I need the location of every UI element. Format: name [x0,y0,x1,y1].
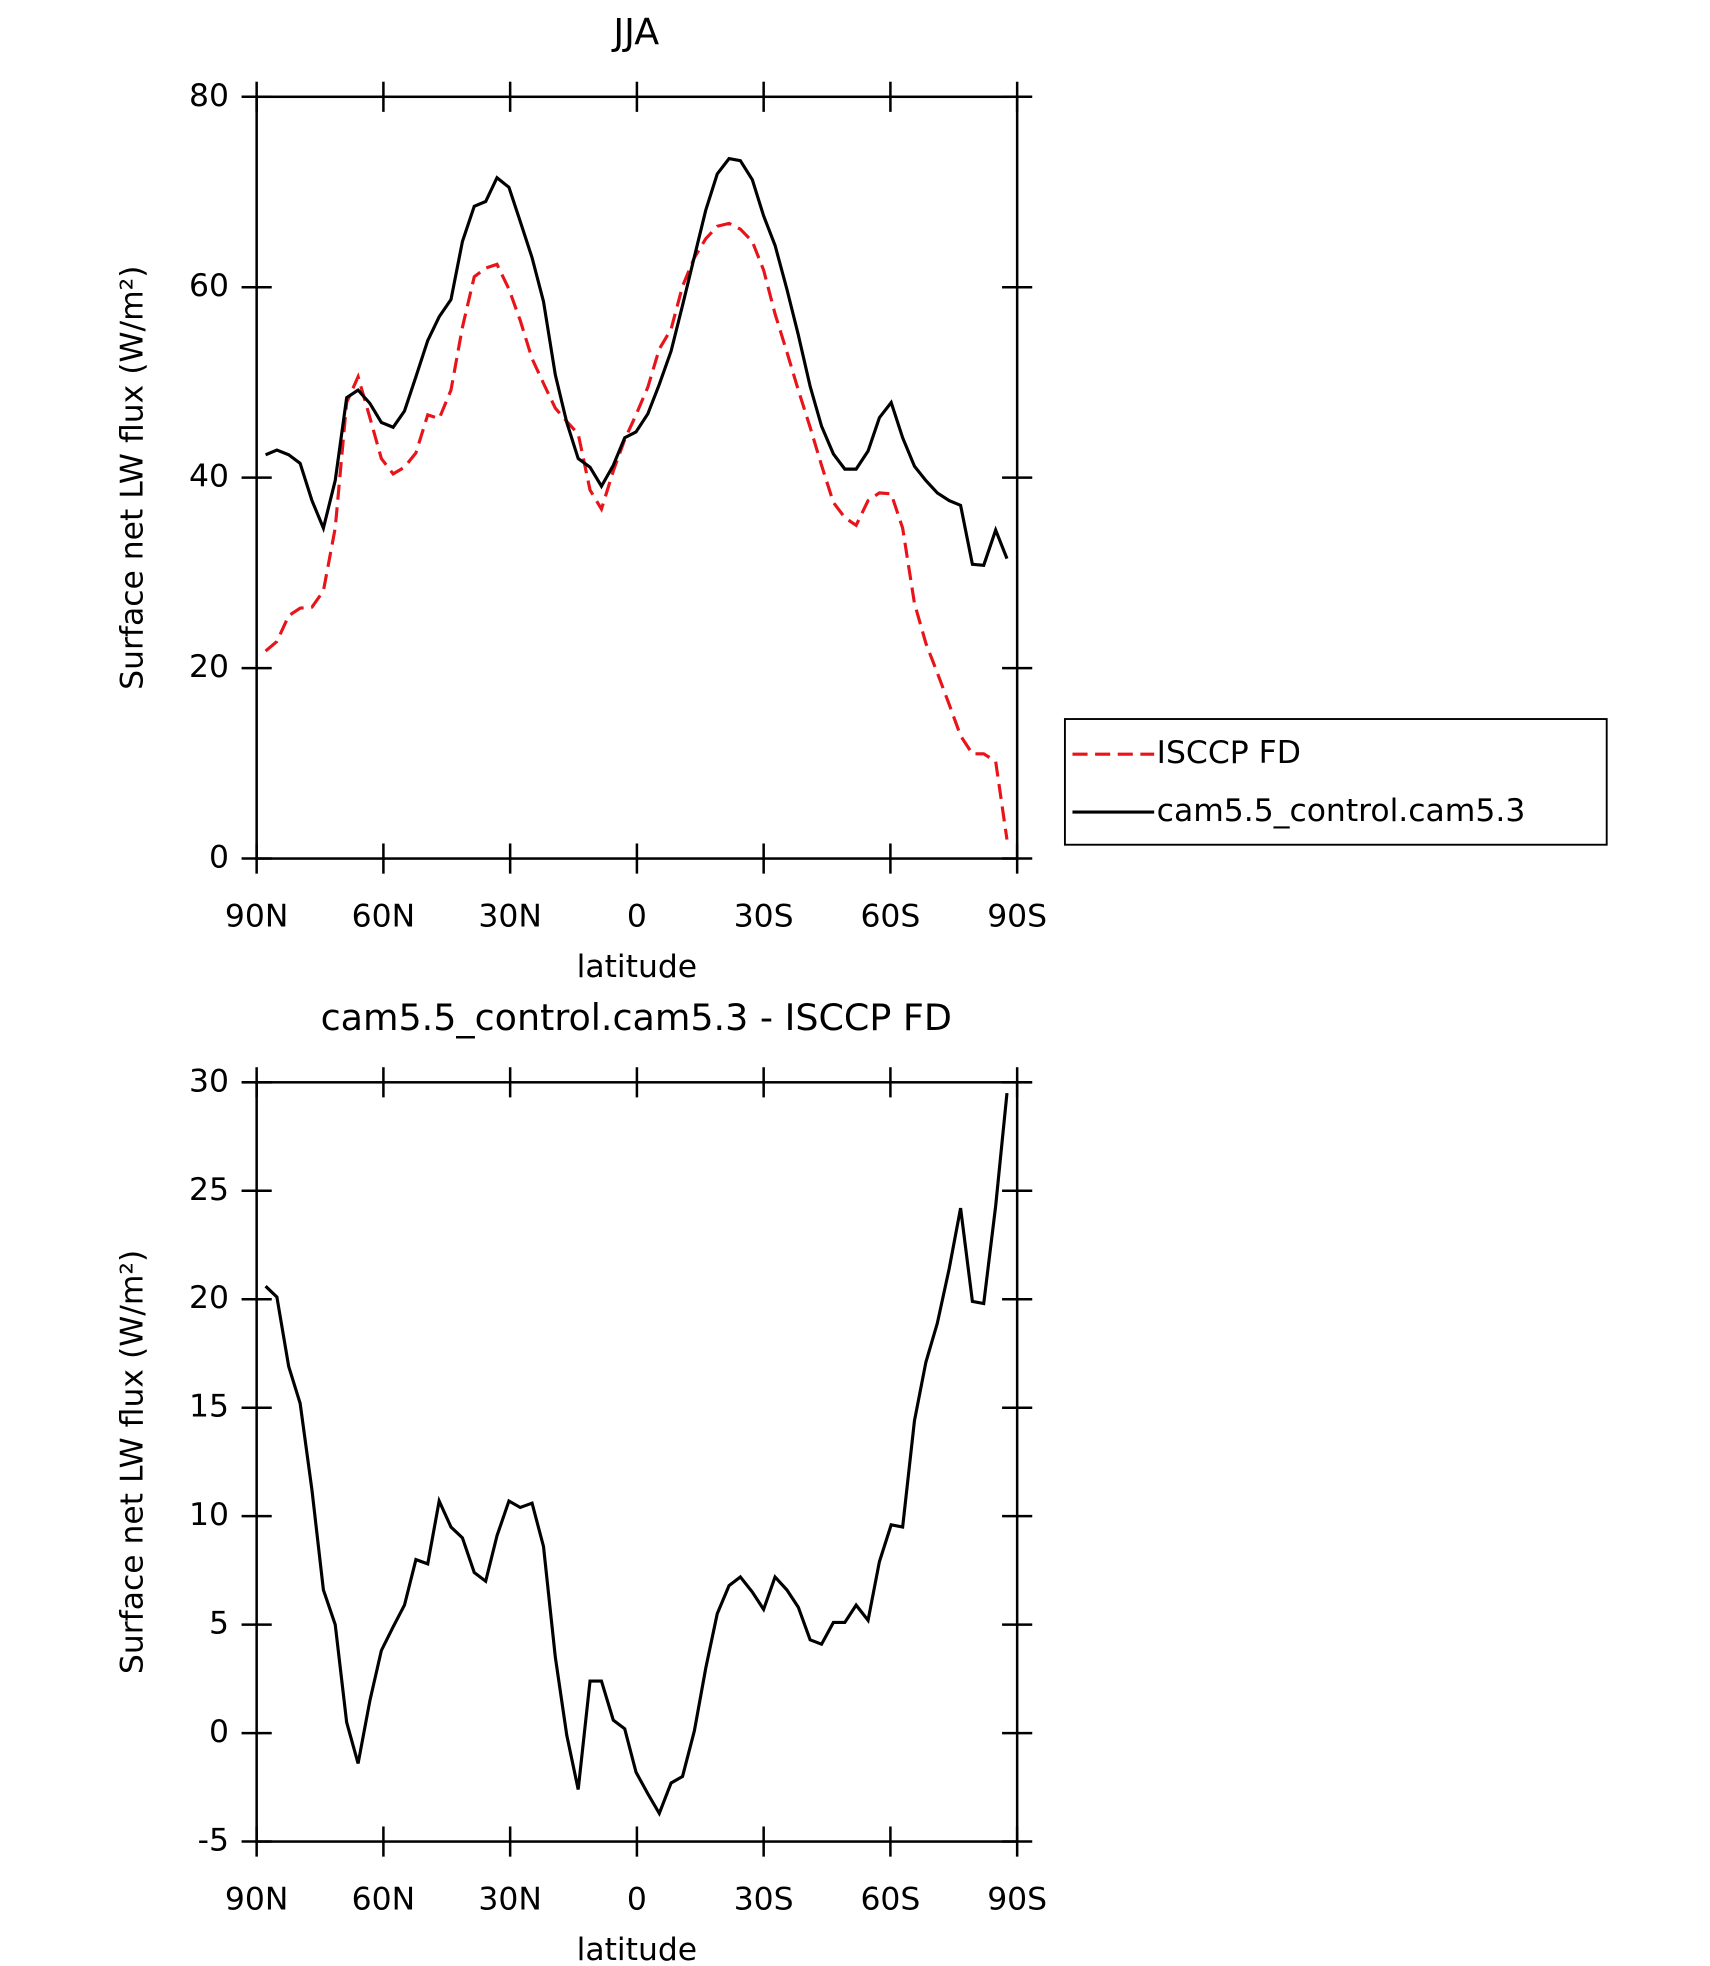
y-tick-label: 40 [189,459,229,495]
plot-frame [255,1081,1019,1843]
x-tick-label: 0 [627,899,647,935]
legend-box [1063,718,1608,846]
x-tick-label: 60S [860,1882,920,1918]
data-line [264,1092,1009,1818]
y-axis-label: Surface net LW flux (W/m²) [114,265,150,689]
x-tick-label: 0 [627,1882,647,1918]
y-tick-label: 15 [189,1389,229,1425]
plot-frame [255,95,1019,860]
data-line [264,156,1009,567]
x-tick-label: 30S [734,1882,794,1918]
chart-title: JJA [611,10,659,53]
y-axis-label: Surface net LW flux (W/m²) [114,1250,150,1674]
y-tick-label: 20 [189,1280,229,1316]
x-tick-label: 60S [860,899,920,935]
y-tick-label: 0 [209,1714,229,1750]
data-line [264,221,1009,840]
x-tick-label: 90S [987,1882,1047,1918]
y-tick-label: 30 [189,1063,229,1099]
y-tick-label: 10 [189,1497,229,1533]
x-tick-label: 90N [225,1882,288,1918]
x-tick-label: 90S [987,899,1047,935]
x-tick-label: 60N [352,899,415,935]
y-tick-label: 20 [189,649,229,685]
y-tick-label: 5 [209,1606,229,1642]
legend-label: ISCCP FD [1157,735,1301,771]
y-tick-label: 0 [209,840,229,876]
y-tick-label: 60 [189,268,229,304]
x-tick-label: 90N [225,899,288,935]
legend-label: cam5.5_control.cam5.3 [1157,793,1526,829]
y-tick-label: 25 [189,1172,229,1208]
x-tick-label: 30S [734,899,794,935]
y-tick-label: 80 [189,78,229,114]
x-tick-label: 60N [352,1882,415,1918]
x-axis-label: latitude [577,1932,698,1966]
y-tick-label: -5 [198,1823,229,1859]
x-tick-label: 30N [478,1882,541,1918]
x-axis-label: latitude [577,949,698,985]
chart-title: cam5.5_control.cam5.3 - ISCCP FD [321,996,952,1039]
x-tick-label: 30N [478,899,541,935]
